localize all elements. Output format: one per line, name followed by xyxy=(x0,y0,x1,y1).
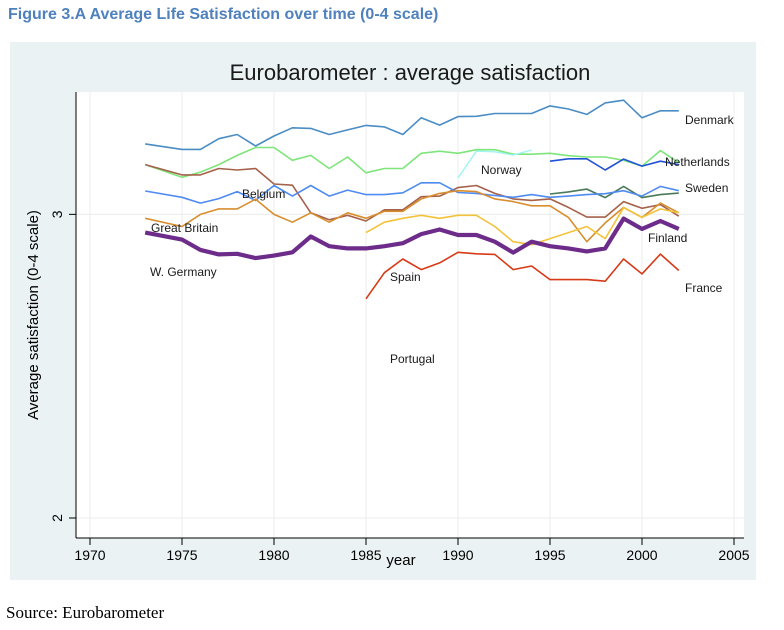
series-label-netherlands: Netherlands xyxy=(665,155,730,169)
series-labels: Denmark Netherlands Norway Sweden Belgium Gre… xyxy=(150,113,735,366)
chart-title: Eurobarometer : average satisfaction xyxy=(230,60,591,85)
series-line-denmark xyxy=(145,99,679,151)
plot-area xyxy=(76,92,744,538)
series-line-portugal xyxy=(365,251,680,300)
series-label-belgium: Belgium xyxy=(242,187,285,201)
x-tick-label: 1970 xyxy=(74,547,105,563)
series-line-w-germany xyxy=(145,189,680,243)
x-tick-label: 1985 xyxy=(350,547,381,563)
x-axis-label: year xyxy=(386,552,415,569)
series-line-spain xyxy=(365,206,679,246)
x-tick-label: 1980 xyxy=(258,547,289,563)
series-label-spain: Spain xyxy=(390,270,421,284)
series-label-norway: Norway xyxy=(481,163,522,177)
figure-caption: Figure 3.A Average Life Satisfaction ove… xyxy=(8,6,439,23)
x-tick-label: 2000 xyxy=(626,547,657,563)
line-chart: Denmark Netherlands Norway Sweden Belgium Gre… xyxy=(25,60,750,569)
series-label-denmark: Denmark xyxy=(685,113,735,127)
series-line-netherlands xyxy=(144,146,680,179)
y-axis-label: Average satisfaction (0-4 scale) xyxy=(25,210,42,420)
source-note: Source: Eurobarometer xyxy=(6,603,165,622)
x-tick-label: 2005 xyxy=(718,547,749,563)
series-line-norway xyxy=(457,149,532,179)
series-line-great-britain xyxy=(145,182,679,204)
x-tick-label: 1995 xyxy=(534,547,565,563)
series-line-belgium xyxy=(144,163,680,222)
series-label-w-germany: W. Germany xyxy=(150,265,217,279)
series-label-great-britain: Great Britain xyxy=(151,221,218,235)
series-label-sweden: Sweden xyxy=(685,181,728,195)
series-label-france: France xyxy=(685,281,723,295)
series-lines xyxy=(144,99,680,300)
series-label-finland: Finland xyxy=(648,231,687,245)
chart-panel: Denmark Netherlands Norway Sweden Belgium Gre… xyxy=(10,42,756,580)
x-tick-label: 1975 xyxy=(166,547,197,563)
y-tick-label: 2 xyxy=(49,514,65,522)
x-tick-label: 1990 xyxy=(442,547,473,563)
series-label-portugal: Portugal xyxy=(390,352,435,366)
axis-ticks: 1970 1975 1980 1985 1990 1995 2000 2005 2 3 xyxy=(49,210,750,563)
series-line-sweden xyxy=(549,158,679,171)
series-line-france xyxy=(144,216,680,261)
y-tick-label: 3 xyxy=(49,210,65,218)
